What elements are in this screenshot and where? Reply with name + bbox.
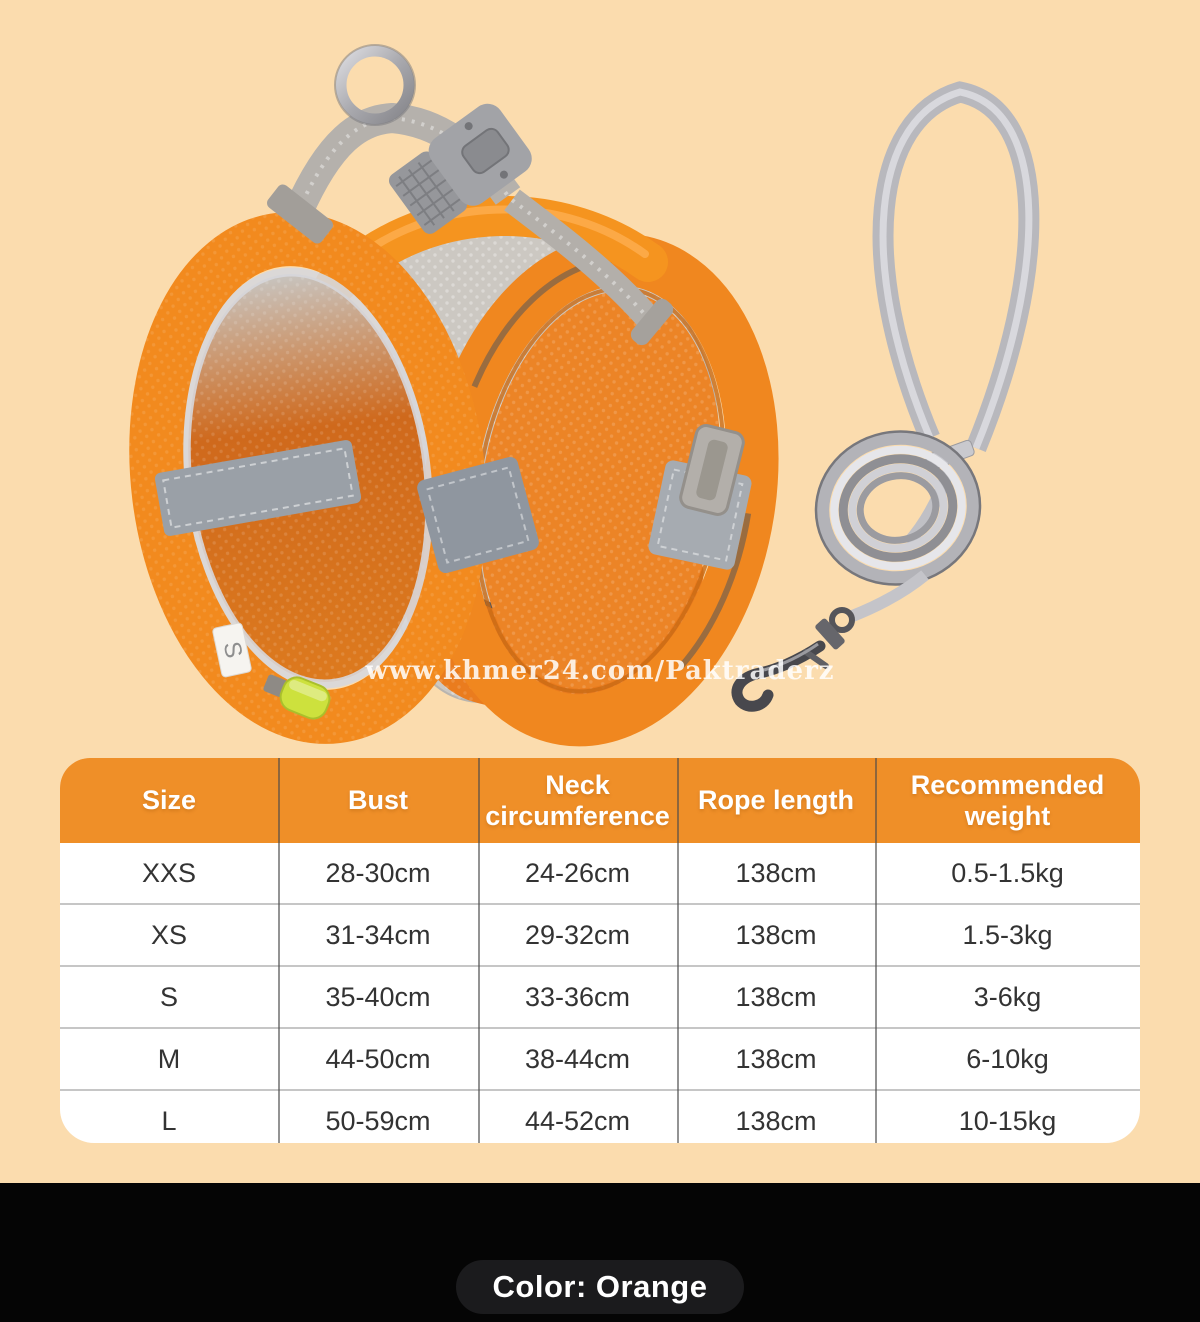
table-cell: 10-15kg <box>958 1105 1057 1136</box>
table-row: M 44-50cm 38-44cm 138cm 6-10kg <box>60 1027 1140 1089</box>
table-cell: 50-59cm <box>325 1105 431 1136</box>
table-cell: S <box>159 981 178 1012</box>
header-cell-bust: Bust <box>348 785 408 816</box>
table-cell: 35-40cm <box>325 981 431 1012</box>
size-tag-text: S <box>218 639 248 660</box>
header-cell-weight: Recommended weight <box>910 770 1105 831</box>
size-table: Size Bust Neck circumference Rope length… <box>60 758 1140 1143</box>
harness-side-strap <box>504 189 745 516</box>
table-cell: 138cm <box>735 1105 817 1136</box>
table-row: S 35-40cm 33-36cm 138cm 3-6kg <box>60 965 1140 1027</box>
table-cell: 138cm <box>735 857 817 888</box>
table-cell: XS <box>150 919 188 950</box>
table-cell: 138cm <box>735 981 817 1012</box>
table-cell: 0.5-1.5kg <box>951 857 1064 888</box>
table-cell: 24-26cm <box>524 857 631 888</box>
green-tag <box>263 674 331 720</box>
table-cell: 38-44cm <box>524 1043 631 1074</box>
leash-illustration <box>731 81 1040 712</box>
reflective-strap-center <box>417 456 539 574</box>
harness-illustration: S <box>129 44 779 747</box>
leash-coil <box>814 430 982 586</box>
column-divider <box>677 758 679 1143</box>
table-cell: 1.5-3kg <box>962 919 1053 950</box>
product-photo-illustration: S <box>129 44 1040 747</box>
table-cell: XXS <box>141 857 197 888</box>
column-divider <box>478 758 480 1143</box>
table-header-row: Size Bust Neck circumference Rope length… <box>60 758 1140 843</box>
table-cell: 6-10kg <box>966 1043 1049 1074</box>
color-pill: Color: Orange <box>456 1260 744 1314</box>
table-row: XS 31-34cm 29-32cm 138cm 1.5-3kg <box>60 903 1140 965</box>
column-divider <box>875 758 877 1143</box>
buckle <box>389 103 532 234</box>
header-cell-size: Size <box>141 785 197 816</box>
table-cell: 44-50cm <box>325 1043 431 1074</box>
table-cell: 138cm <box>735 1043 817 1074</box>
color-label: Color: Orange <box>492 1269 708 1304</box>
reflective-strap-left <box>154 440 362 536</box>
size-tag-label: S <box>212 622 252 678</box>
column-divider <box>278 758 280 1143</box>
table-cell: 28-30cm <box>325 857 431 888</box>
table-row: L 50-59cm 44-52cm 138cm 10-15kg <box>60 1089 1140 1143</box>
leash-snap-hook <box>731 570 929 712</box>
table-cell: 138cm <box>735 919 817 950</box>
table-cell: 33-36cm <box>524 981 631 1012</box>
table-cell: 3-6kg <box>973 981 1042 1012</box>
table-row: XXS 28-30cm 24-26cm 138cm 0.5-1.5kg <box>60 843 1140 903</box>
metal-ring <box>334 44 416 126</box>
table-cell: M <box>157 1043 181 1074</box>
table-cell: 44-52cm <box>524 1105 631 1136</box>
table-cell: L <box>161 1105 177 1136</box>
header-cell-rope-length: Rope length <box>698 785 854 816</box>
table-cell: 31-34cm <box>325 919 431 950</box>
table-cell: 29-32cm <box>524 919 631 950</box>
header-cell-neck: Neck circumference <box>485 770 670 831</box>
